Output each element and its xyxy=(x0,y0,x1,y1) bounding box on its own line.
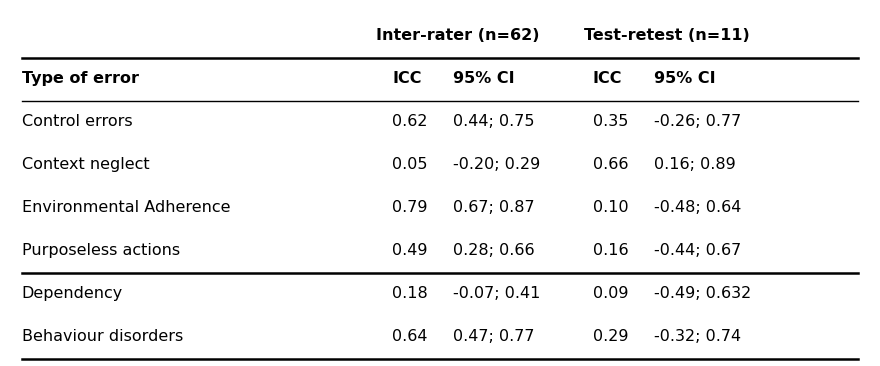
Text: 95% CI: 95% CI xyxy=(654,71,715,86)
Text: Inter-rater (n=62): Inter-rater (n=62) xyxy=(376,28,539,43)
Text: Context neglect: Context neglect xyxy=(22,157,150,172)
Text: 0.67; 0.87: 0.67; 0.87 xyxy=(453,200,535,215)
Text: -0.20; 0.29: -0.20; 0.29 xyxy=(453,157,540,172)
Text: 0.66: 0.66 xyxy=(592,157,628,172)
Text: 0.09: 0.09 xyxy=(592,286,628,301)
Text: 95% CI: 95% CI xyxy=(453,71,515,86)
Text: 0.49: 0.49 xyxy=(392,243,428,258)
Text: Test-retest (n=11): Test-retest (n=11) xyxy=(583,28,750,43)
Text: 0.16: 0.16 xyxy=(592,243,628,258)
Text: 0.18: 0.18 xyxy=(392,286,428,301)
Text: -0.26; 0.77: -0.26; 0.77 xyxy=(654,114,741,129)
Text: Type of error: Type of error xyxy=(22,71,138,86)
Text: -0.44; 0.67: -0.44; 0.67 xyxy=(654,243,741,258)
Text: 0.28; 0.66: 0.28; 0.66 xyxy=(453,243,535,258)
Text: 0.79: 0.79 xyxy=(392,200,428,215)
Text: 0.10: 0.10 xyxy=(592,200,628,215)
Text: -0.07; 0.41: -0.07; 0.41 xyxy=(453,286,540,301)
Text: -0.49; 0.632: -0.49; 0.632 xyxy=(654,286,751,301)
Text: -0.32; 0.74: -0.32; 0.74 xyxy=(654,329,741,344)
Text: 0.47; 0.77: 0.47; 0.77 xyxy=(453,329,534,344)
Text: 0.64: 0.64 xyxy=(392,329,428,344)
Text: Environmental Adherence: Environmental Adherence xyxy=(22,200,230,215)
Text: Dependency: Dependency xyxy=(22,286,123,301)
Text: 0.62: 0.62 xyxy=(392,114,428,129)
Text: Purposeless actions: Purposeless actions xyxy=(22,243,180,258)
Text: ICC: ICC xyxy=(392,71,422,86)
Text: 0.16; 0.89: 0.16; 0.89 xyxy=(654,157,736,172)
Text: -0.48; 0.64: -0.48; 0.64 xyxy=(654,200,741,215)
Text: 0.05: 0.05 xyxy=(392,157,428,172)
Text: Control errors: Control errors xyxy=(22,114,132,129)
Text: 0.35: 0.35 xyxy=(592,114,628,129)
Text: 0.29: 0.29 xyxy=(592,329,628,344)
Text: ICC: ICC xyxy=(592,71,622,86)
Text: 0.44; 0.75: 0.44; 0.75 xyxy=(453,114,534,129)
Text: Behaviour disorders: Behaviour disorders xyxy=(22,329,183,344)
